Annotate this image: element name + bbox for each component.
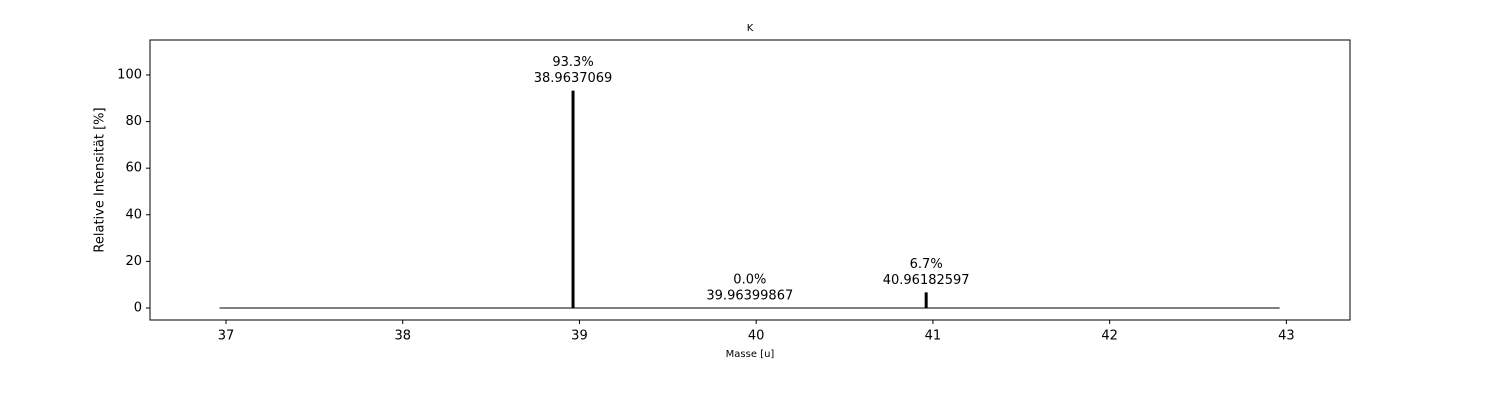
value-label: 93.3% <box>552 55 593 70</box>
y-tick-label: 20 <box>125 254 142 269</box>
x-tick-label: 43 <box>1278 329 1295 344</box>
mass-label: 39.96399867 <box>706 288 793 303</box>
y-tick-label: 100 <box>117 67 142 82</box>
plot-frame <box>149 39 1351 321</box>
x-axis-label: Masse [u] <box>726 349 775 360</box>
value-label: 6.7% <box>910 257 943 272</box>
mass-label: 40.96182597 <box>883 273 970 288</box>
y-tick-label: 40 <box>125 207 142 222</box>
x-tick-label: 38 <box>394 329 411 344</box>
x-tick-label: 37 <box>218 329 235 344</box>
mass-label: 38.9637069 <box>534 71 613 86</box>
y-tick-label: 80 <box>125 114 142 129</box>
y-axis-label: Relative Intensität [%] <box>93 107 108 252</box>
y-tick-label: 60 <box>125 161 142 176</box>
x-tick-label: 40 <box>748 329 765 344</box>
y-tick-label: 0 <box>134 300 142 315</box>
chart-title: K <box>747 23 754 34</box>
value-label: 0.0% <box>733 272 766 287</box>
x-tick-label: 39 <box>571 329 588 344</box>
x-tick-label: 41 <box>925 329 942 344</box>
x-tick-label: 42 <box>1101 329 1118 344</box>
